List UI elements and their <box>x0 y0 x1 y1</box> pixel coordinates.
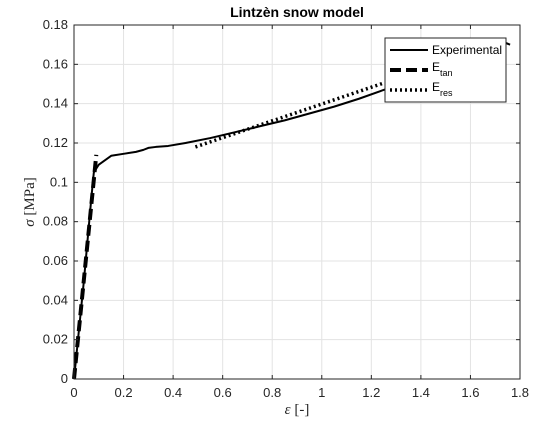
x-axis-unit: [-] <box>294 402 309 418</box>
legend-label-eres: Eres <box>432 80 453 98</box>
tick-labels: 0 0.2 0.4 0.6 0.8 1 1.2 1.4 1.6 1.8 0 0.02 0.04 0.06 0… <box>43 17 529 400</box>
series-line-e-res <box>194 81 385 149</box>
y-axis-symbol: σ <box>22 219 38 227</box>
chart-title: Lintzèn snow model <box>230 4 364 20</box>
y-tick-label: 0.18 <box>43 17 68 32</box>
ticks <box>73 24 521 380</box>
legend-label-experimental: Experimental <box>432 43 502 57</box>
x-tick-label: 1.6 <box>461 385 479 400</box>
y-tick-label: 0.04 <box>43 292 68 307</box>
x-tick-label: 1.8 <box>511 385 529 400</box>
legend-label-eres-main: E <box>432 80 440 94</box>
x-tick-label: 0.2 <box>115 385 133 400</box>
x-axis-label: ε [-] <box>285 402 310 418</box>
plot-frame <box>73 24 521 380</box>
x-tick-label: 1.4 <box>412 385 430 400</box>
y-axis-label: σ [MPa] <box>22 177 38 226</box>
series-line-e-tan <box>72 154 99 380</box>
legend-label-eres-sub: res <box>440 88 453 98</box>
y-tick-label: 0.08 <box>43 214 68 229</box>
x-tick-label: 0.6 <box>214 385 232 400</box>
y-tick-label: 0.16 <box>43 56 68 71</box>
y-tick-label: 0.02 <box>43 332 68 347</box>
x-axis-symbol: ε <box>285 402 291 418</box>
y-axis-unit: [MPa] <box>22 177 38 215</box>
x-tick-label: 0.4 <box>164 385 182 400</box>
y-tick-label: 0 <box>61 371 68 386</box>
x-tick-label: 1.2 <box>362 385 380 400</box>
legend: Experimental Etan Eres <box>384 37 507 103</box>
x-tick-label: 0.8 <box>263 385 281 400</box>
y-tick-label: 0.12 <box>43 135 68 150</box>
legend-label-etan-sub: tan <box>440 68 453 78</box>
legend-label-etan: Etan <box>432 60 453 78</box>
y-tick-label: 0.1 <box>50 174 68 189</box>
legend-label-etan-main: E <box>432 60 440 74</box>
x-tick-label: 1 <box>318 385 325 400</box>
y-tick-label: 0.06 <box>43 253 68 268</box>
y-tick-label: 0.14 <box>43 96 68 111</box>
x-tick-label: 0 <box>70 385 77 400</box>
